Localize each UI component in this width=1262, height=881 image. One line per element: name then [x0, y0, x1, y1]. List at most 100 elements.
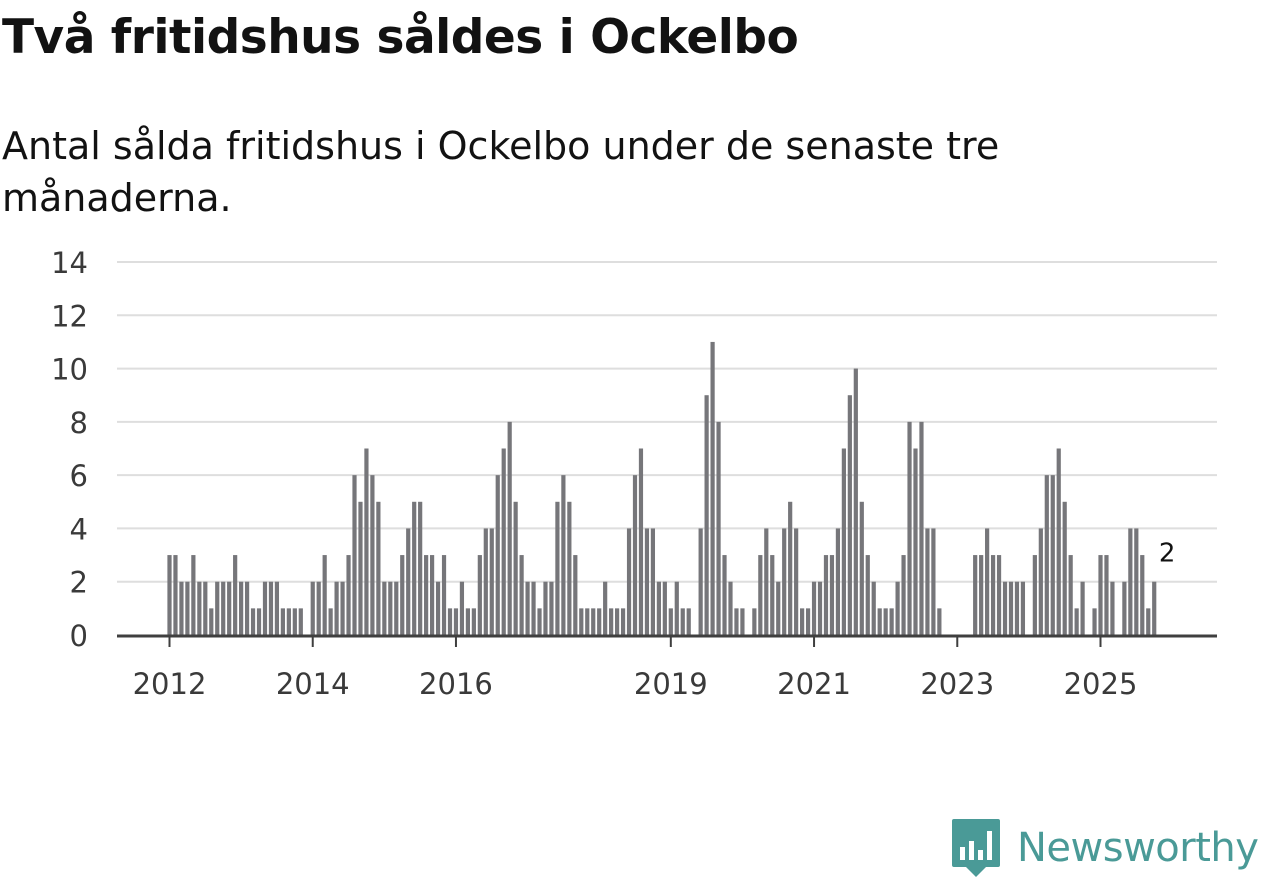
bar — [346, 555, 351, 635]
bar — [931, 528, 936, 635]
bar — [173, 555, 178, 635]
bar — [358, 501, 363, 635]
bar — [937, 608, 942, 635]
bar — [734, 608, 739, 635]
bar — [865, 555, 870, 635]
bar — [1128, 528, 1133, 635]
bar — [662, 581, 667, 635]
bar — [185, 581, 190, 635]
y-tick-label: 0 — [70, 619, 88, 653]
bar — [996, 555, 1002, 635]
bar — [244, 581, 250, 635]
bar — [1122, 581, 1127, 635]
bar — [179, 581, 184, 635]
bar — [334, 581, 339, 635]
bar — [233, 555, 238, 635]
bar — [1110, 581, 1115, 635]
bar — [585, 608, 590, 635]
bar — [698, 528, 703, 635]
bar — [758, 555, 763, 635]
bar — [871, 581, 876, 635]
bars — [167, 341, 1157, 635]
bar — [674, 581, 679, 635]
bar — [322, 555, 327, 635]
bar — [1002, 581, 1008, 635]
bar — [823, 555, 829, 635]
bar — [638, 448, 644, 635]
bar — [1080, 581, 1085, 635]
bar — [191, 555, 196, 635]
bar — [919, 421, 924, 635]
data-labels: 2 — [1156, 536, 1178, 571]
bar — [591, 608, 596, 635]
bar — [979, 555, 984, 635]
bar — [250, 608, 256, 635]
bar — [221, 581, 226, 635]
bar — [340, 581, 345, 635]
bar — [280, 608, 285, 635]
bar — [1014, 581, 1020, 635]
bar — [507, 421, 512, 635]
x-tick-label: 2025 — [1064, 667, 1138, 701]
bar — [209, 608, 214, 635]
bar — [549, 581, 554, 635]
bar — [668, 608, 673, 635]
bar — [435, 581, 441, 635]
bar — [513, 501, 518, 635]
newsworthy-logo-text: Newsworthy — [1017, 825, 1259, 871]
bar — [1104, 555, 1109, 635]
bar — [859, 501, 864, 635]
y-tick-label: 6 — [70, 459, 88, 493]
bar — [704, 395, 709, 635]
bar — [561, 475, 566, 635]
bar — [1062, 501, 1067, 635]
bar — [716, 421, 721, 635]
bar — [519, 555, 524, 635]
bar — [883, 608, 888, 635]
newsworthy-logo: Newsworthy — [950, 815, 1259, 881]
y-tick-label: 4 — [70, 512, 88, 546]
bar — [889, 608, 894, 635]
bar — [1020, 581, 1026, 635]
bar — [632, 475, 638, 635]
bar — [501, 448, 506, 635]
bar — [197, 581, 202, 635]
bar — [459, 581, 465, 635]
bar — [913, 448, 918, 635]
bar — [764, 528, 769, 635]
bar — [1050, 475, 1055, 635]
bar — [382, 581, 387, 635]
bar — [573, 555, 578, 635]
bar — [1008, 581, 1014, 635]
bar — [328, 608, 333, 635]
bar — [1134, 528, 1139, 635]
bar — [424, 555, 429, 635]
bar — [776, 581, 781, 635]
bar — [543, 581, 548, 635]
bar — [274, 581, 280, 635]
bar — [895, 581, 900, 635]
bar — [465, 608, 470, 635]
bar — [447, 608, 453, 635]
chart-subtitle: Antal sålda fritidshus i Ockelbo under d… — [2, 124, 1000, 220]
bar — [441, 555, 447, 635]
x-tick-label: 2014 — [276, 667, 350, 701]
bar — [901, 555, 906, 635]
bar — [650, 528, 656, 635]
bar — [805, 608, 811, 635]
bar — [794, 528, 799, 635]
bar — [841, 448, 846, 635]
y-tick-label: 2 — [70, 566, 88, 600]
bar — [227, 581, 232, 635]
bar — [829, 555, 835, 635]
bar — [167, 555, 172, 635]
bar — [370, 475, 375, 635]
bar — [268, 581, 274, 635]
bar — [656, 581, 661, 635]
bar — [394, 581, 399, 635]
bar — [215, 581, 220, 635]
y-tick-label: 14 — [51, 246, 88, 280]
y-tick-label: 12 — [51, 299, 88, 333]
x-tick-label: 2019 — [634, 667, 708, 701]
bar — [364, 448, 369, 635]
